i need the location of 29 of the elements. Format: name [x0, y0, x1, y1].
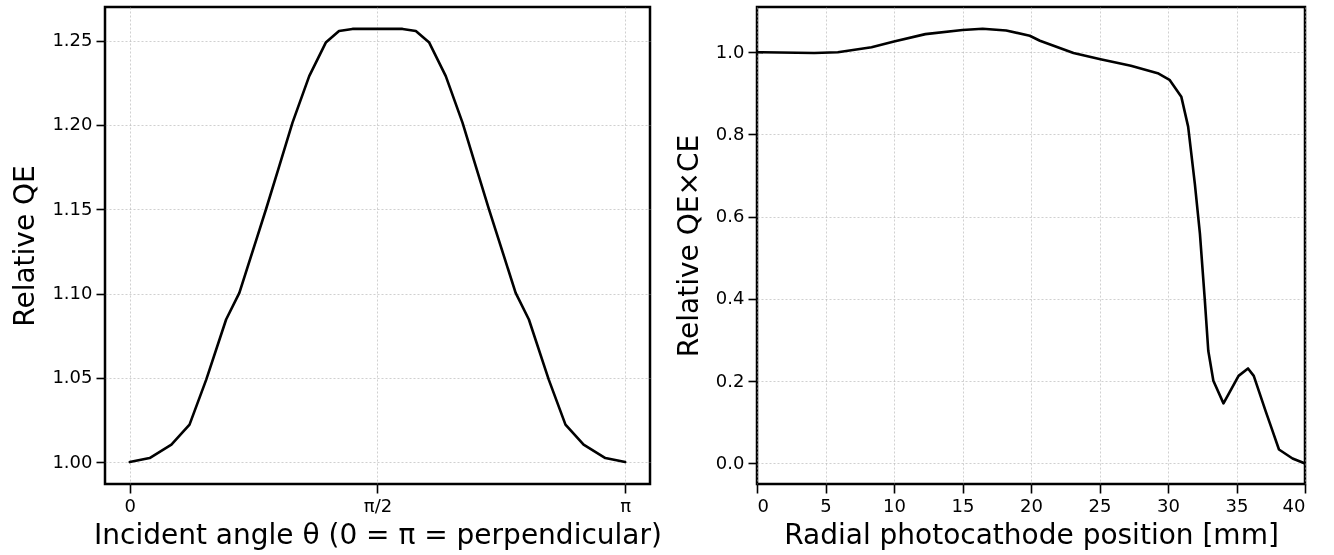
x-tick-label: 5	[820, 494, 832, 516]
y-axis-title: Relative QE×CE	[671, 134, 705, 358]
y-tick-label: 1.05	[52, 366, 93, 388]
x-tick-label: 25	[1088, 494, 1112, 516]
x-tick-label: π	[620, 494, 632, 516]
y-tick-label: 1.0	[715, 40, 745, 62]
x-axis-title: Incident angle θ (0 = π = perpendicular)	[94, 517, 662, 551]
x-tick-label: 10	[883, 494, 906, 516]
y-tick-label: 1.20	[52, 113, 93, 135]
x-tick-label: 30	[1157, 494, 1180, 516]
y-tick-label: 1.25	[52, 29, 93, 51]
y-axis-title: Relative QE	[8, 165, 42, 327]
x-tick-label: 0	[757, 494, 769, 516]
line-series	[128, 27, 627, 464]
x-tick-label: 40	[1282, 494, 1306, 516]
y-tick-label: 0.0	[715, 451, 745, 473]
x-tick-label: 35	[1225, 494, 1249, 516]
y-tick-label: 0.2	[715, 369, 745, 391]
x-tick-label: π/2	[363, 494, 393, 516]
x-tick-label: 0	[124, 494, 136, 516]
y-tick-label: 1.10	[52, 282, 93, 304]
y-tick-label: 1.15	[52, 197, 93, 219]
x-axis-title: Radial photocathode position [mm]	[784, 517, 1279, 551]
x-tick-label: 20	[1020, 494, 1043, 516]
y-tick-label: 1.00	[52, 450, 93, 472]
y-tick-label: 0.8	[715, 122, 745, 144]
y-tick-label: 0.6	[715, 205, 745, 227]
x-tick-label: 15	[951, 494, 975, 516]
y-tick-label: 0.4	[715, 287, 745, 309]
